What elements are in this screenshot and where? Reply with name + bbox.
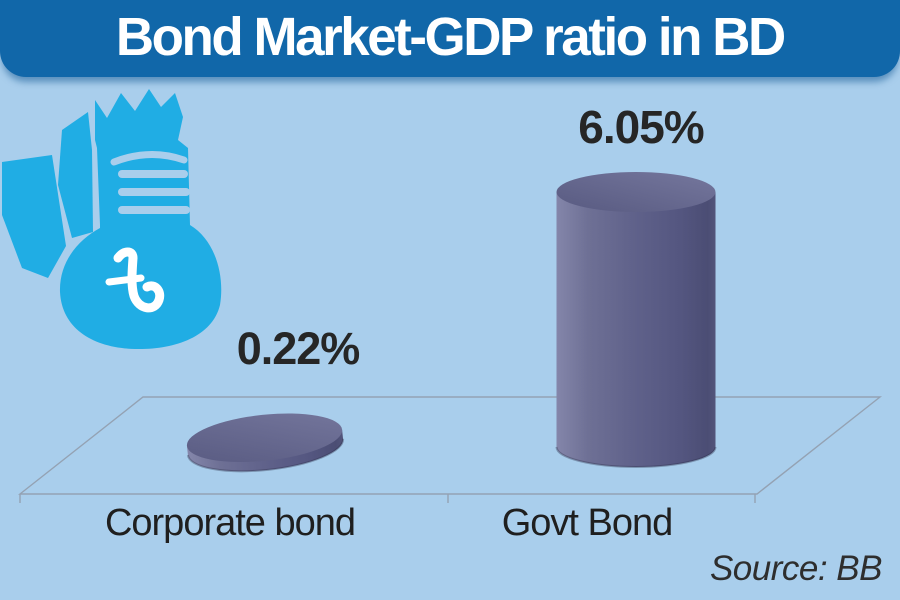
cylinder-top — [186, 413, 343, 463]
source-note: Source: BB — [709, 549, 883, 588]
thumb-separator — [110, 150, 188, 166]
title-banner: Bond Market-GDP ratio in BD — [0, 0, 900, 77]
bar-corporate-bond — [186, 413, 345, 473]
category-label-corporate-bond: Corporate bond — [104, 502, 356, 544]
money-bag-shape — [59, 89, 222, 350]
cylinder-bottom-edge — [186, 438, 345, 473]
arm-sleeve-shape — [2, 155, 66, 278]
value-label-govt-bond: 6.05% — [578, 101, 704, 153]
bar-govt-bond — [555, 172, 717, 468]
bars-group — [186, 172, 717, 473]
hand-back-shape — [58, 112, 93, 238]
finger-gap — [118, 188, 190, 196]
chart-title: Bond Market-GDP ratio in BD — [116, 6, 786, 67]
category-label-govt-bond: Govt Bond — [501, 502, 674, 544]
cylinder-bottom-edge — [555, 446, 717, 468]
cylinder-top — [556, 172, 716, 212]
finger-gap — [118, 170, 188, 178]
taka-symbol — [113, 247, 165, 313]
cylinder-body — [556, 192, 716, 467]
value-label-corporate-bond: 0.22% — [236, 323, 361, 374]
taka-crossbar — [105, 274, 145, 286]
money-bag-icon-group — [2, 89, 222, 350]
finger-gap — [118, 206, 190, 214]
